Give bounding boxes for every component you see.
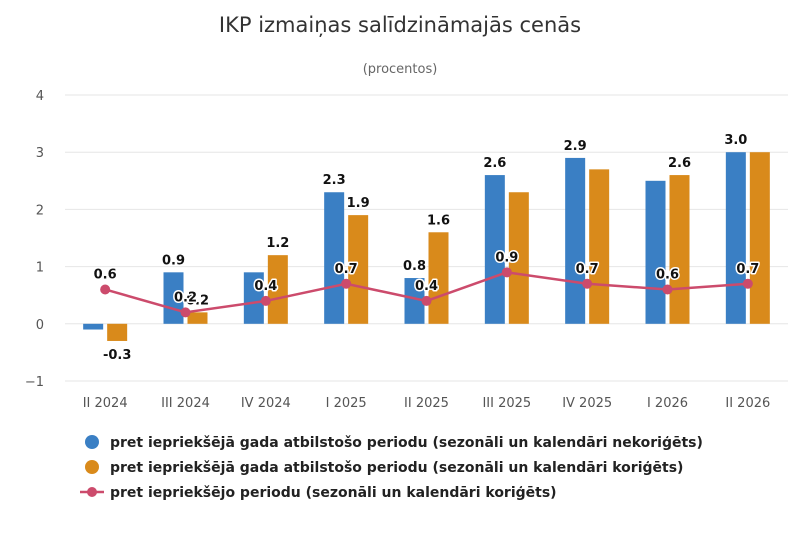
legend-label-bar-adjusted: pret iepriekšējā gada atbilstošo periodu… <box>110 460 683 476</box>
gridlines <box>65 94 788 382</box>
x-tick-label: IV 2025 <box>562 396 612 411</box>
bar-series-0[interactable] <box>404 278 425 324</box>
y-tick-label: −1 <box>25 375 44 390</box>
legend-item-bar-unadjusted[interactable]: pret iepriekšējā gada atbilstošo periodu… <box>85 435 703 451</box>
bar-series-0[interactable] <box>484 175 505 324</box>
data-label-bar: -0.3 <box>103 348 131 363</box>
bar-series-1[interactable] <box>589 169 610 324</box>
y-tick-label: 4 <box>36 89 44 104</box>
chart-title: IKP izmaiņas salīdzināmajās cenās <box>219 13 581 37</box>
x-tick-label: III 2025 <box>482 396 531 411</box>
data-label-bar: 2.3 <box>323 173 346 188</box>
data-label-bar: 0.2 <box>186 293 209 308</box>
legend-item-bar-adjusted[interactable]: pret iepriekšējā gada atbilstošo periodu… <box>85 460 683 476</box>
data-label-bar: 2.6 <box>668 156 691 171</box>
data-label-line: 0.4 <box>415 279 438 294</box>
legend-marker-bar-unadjusted <box>85 435 99 449</box>
bar-series-1[interactable] <box>348 215 369 324</box>
bar-series-0[interactable] <box>83 323 104 330</box>
data-label-bar: 1.9 <box>347 196 370 211</box>
bar-series-0[interactable] <box>324 192 345 324</box>
x-tick-label: III 2024 <box>161 396 210 411</box>
y-tick-label: 2 <box>36 203 44 218</box>
data-label-bar: 0.8 <box>403 259 426 274</box>
x-tick-label: I 2025 <box>326 396 367 411</box>
data-label-line: 0.7 <box>736 262 759 277</box>
chart-subtitle: (procentos) <box>363 62 438 77</box>
line-series <box>100 267 753 318</box>
legend-marker-line-quarterly <box>87 487 97 497</box>
x-axis: II 2024 III 2024 IV 2024 I 2025 II 2025 III 2… <box>83 396 771 411</box>
data-label-line: 0.9 <box>495 250 518 265</box>
y-tick-label: 0 <box>36 318 44 333</box>
data-label-line: 0.4 <box>254 279 277 294</box>
line-point[interactable] <box>100 284 111 295</box>
legend: pret iepriekšējā gada atbilstošo periodu… <box>80 435 703 501</box>
bar-series-1[interactable] <box>669 175 690 324</box>
x-tick-label: II 2026 <box>725 396 770 411</box>
data-label-line: 0.6 <box>656 267 679 282</box>
data-label-bar: 1.6 <box>427 213 450 228</box>
data-label-line: 0.6 <box>94 267 117 282</box>
bar-series-0[interactable] <box>243 272 264 324</box>
x-tick-label: IV 2024 <box>241 396 291 411</box>
line-point[interactable] <box>501 267 512 278</box>
data-label-bar: 1.2 <box>266 236 289 251</box>
bar-series-1[interactable] <box>187 312 208 324</box>
y-axis: −1 0 1 2 3 4 <box>25 89 44 390</box>
line-point[interactable] <box>662 284 673 295</box>
line-point[interactable] <box>341 278 352 289</box>
legend-item-line-quarterly[interactable]: pret iepriekšējo periodu (sezonāli un ka… <box>80 485 557 501</box>
legend-marker-bar-adjusted <box>85 460 99 474</box>
line-point[interactable] <box>582 278 593 289</box>
legend-label-line-quarterly: pret iepriekšējo periodu (sezonāli un ka… <box>110 485 557 501</box>
line-point[interactable] <box>260 295 271 306</box>
data-label-bar: 2.9 <box>564 139 587 154</box>
bar-series-1[interactable] <box>267 255 288 324</box>
data-label-bar: 2.6 <box>483 156 506 171</box>
y-tick-label: 1 <box>36 261 44 276</box>
bar-series-0[interactable] <box>645 180 666 324</box>
x-tick-label: II 2025 <box>404 396 449 411</box>
line-point[interactable] <box>421 295 432 306</box>
x-tick-label: I 2026 <box>647 396 688 411</box>
bar-series-1[interactable] <box>508 192 529 324</box>
data-label-line: 0.7 <box>335 262 358 277</box>
bar-series-1[interactable] <box>749 152 770 324</box>
line-point[interactable] <box>180 307 191 318</box>
data-label-bar: 0.9 <box>162 253 185 268</box>
bar-series-0[interactable] <box>565 157 586 324</box>
data-label-bar: 3.0 <box>724 133 747 148</box>
bar-series-1[interactable] <box>428 232 449 324</box>
line-point[interactable] <box>742 278 753 289</box>
y-tick-label: 3 <box>36 146 44 161</box>
data-label-line: 0.7 <box>576 262 599 277</box>
x-tick-label: II 2024 <box>83 396 128 411</box>
data-labels: 0.9 2.3 0.8 2.6 2.9 3.0 -0.3 0.2 1.2 1.9 1.6 2.6 0.6… <box>92 132 761 365</box>
legend-label-bar-unadjusted: pret iepriekšējā gada atbilstošo periodu… <box>110 435 703 451</box>
bar-series-1[interactable] <box>107 323 128 341</box>
bar-series-0[interactable] <box>725 152 746 324</box>
data-label-line: 0.2 <box>174 290 197 305</box>
